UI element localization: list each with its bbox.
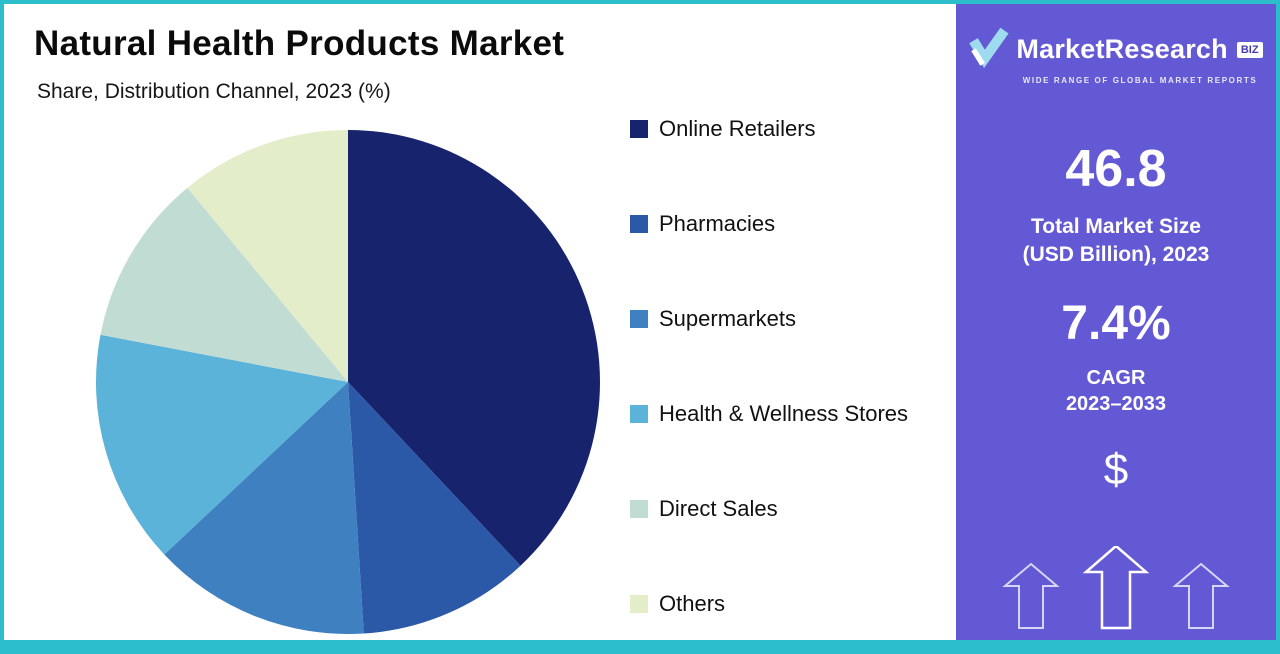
market-size-label-line2: (USD Billion), 2023: [1022, 243, 1210, 267]
pie-slice-online-retailers: [348, 130, 601, 566]
legend-label: Direct Sales: [659, 496, 778, 521]
legend-swatch: [630, 405, 648, 423]
pie-slice-others: [187, 130, 348, 382]
pie-chart: [95, 130, 601, 634]
brand-check-icon: [969, 26, 1009, 73]
market-size-value: 46.8: [1065, 140, 1167, 198]
legend: Online Retailers Pharmacies Supermarkets He…: [630, 116, 908, 617]
legend-item: Direct Sales: [630, 496, 908, 522]
growth-arrows-icon: [986, 544, 1246, 636]
page-title: Natural Health Products Market: [34, 24, 565, 63]
brand-suffix-badge: BIZ: [1236, 41, 1263, 58]
legend-item: Online Retailers: [630, 116, 908, 142]
dollar-icon: $: [1103, 444, 1129, 494]
page-subtitle: Share, Distribution Channel, 2023 (%): [37, 80, 391, 103]
bottom-accent-bar: [4, 640, 1276, 650]
legend-swatch: [630, 120, 648, 138]
legend-label: Health & Wellness Stores: [659, 401, 909, 426]
brand-tagline: WIDE RANGE OF GLOBAL MARKET REPORTS: [1022, 76, 1258, 85]
legend-label: Online Retailers: [659, 116, 816, 141]
brand-panel: MarketResearch BIZ WIDE RANGE OF GLOBAL …: [956, 4, 1276, 640]
cagr-label: CAGR 2023–2033: [1066, 365, 1166, 417]
legend-item: Pharmacies: [630, 211, 908, 237]
market-size-label: Total Market Size (USD Billion), 2023: [1023, 213, 1210, 270]
legend-item: Others: [630, 591, 908, 617]
pie-slice-health-wellness-stores: [95, 334, 349, 555]
legend-swatch: [630, 310, 648, 328]
legend-swatch: [630, 595, 648, 613]
pie-slice-direct-sales: [100, 187, 349, 382]
pie-slice-supermarkets: [164, 382, 364, 634]
brand-name: MarketResearch: [1016, 34, 1228, 64]
cagr-label-line1: CAGR: [1086, 366, 1146, 389]
brand-logo: MarketResearch BIZ WIDE RANGE OF GLOBAL …: [969, 26, 1263, 85]
market-size-label-line1: Total Market Size: [1030, 215, 1201, 238]
legend-label: Pharmacies: [659, 211, 776, 236]
legend-label: Others: [659, 591, 726, 616]
cagr-label-line2: 2023–2033: [1065, 392, 1167, 415]
cagr-value: 7.4%: [1061, 296, 1171, 350]
pie-slice-pharmacies: [348, 382, 521, 634]
legend-label: Supermarkets: [659, 306, 796, 331]
legend-swatch: [630, 215, 648, 233]
legend-swatch: [630, 500, 648, 518]
legend-item: Supermarkets: [630, 306, 908, 332]
legend-item: Health & Wellness Stores: [630, 401, 908, 427]
